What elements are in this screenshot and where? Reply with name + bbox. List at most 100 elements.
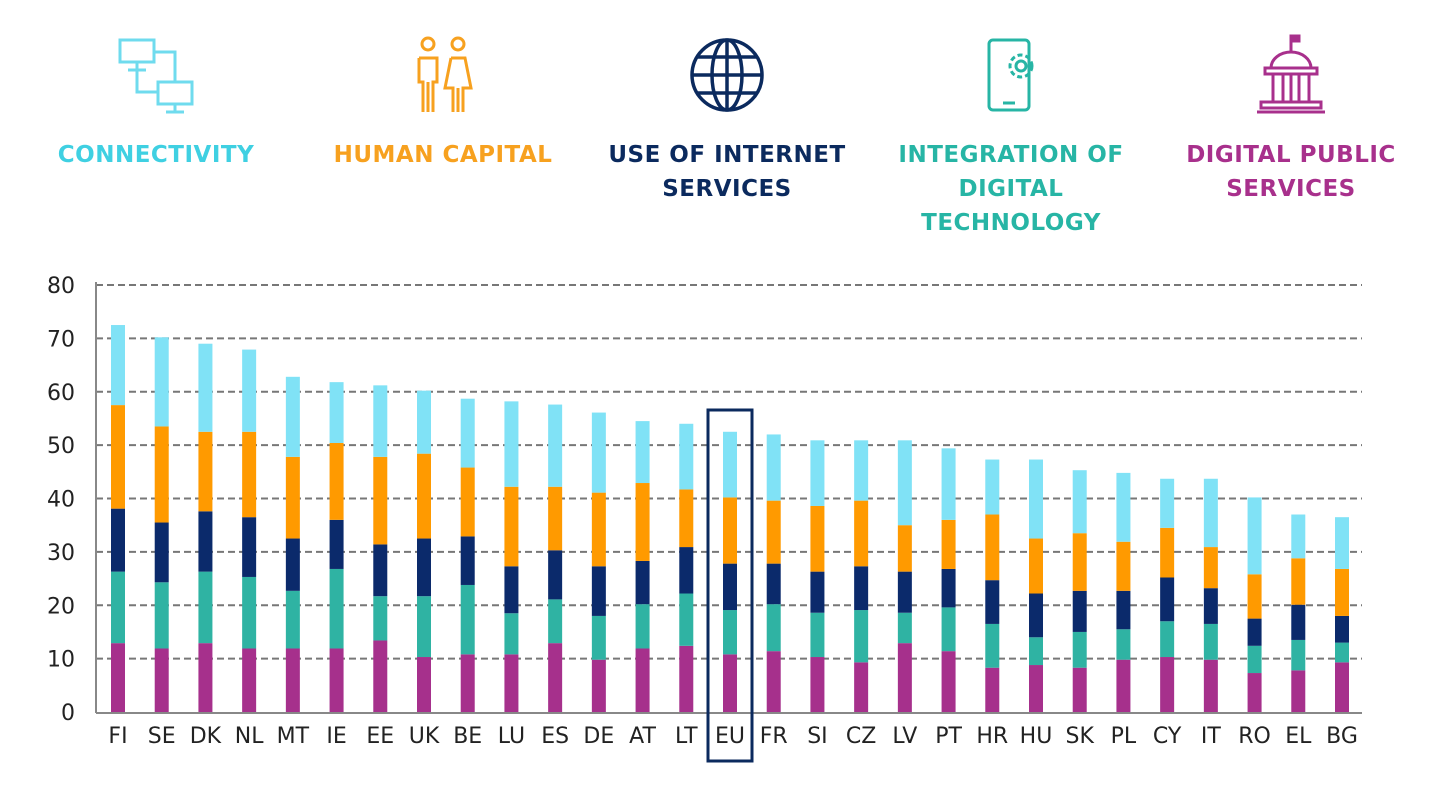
x-tick-label: MT [277,724,310,749]
bar-segment [635,648,650,712]
bar-segment [1160,657,1175,712]
bar-segment [1247,618,1262,646]
x-tick-label: DE [583,724,614,749]
bar-segment [1203,623,1218,660]
bar-segment [417,538,431,597]
bar-segment [1160,621,1175,658]
bar-segment [1203,659,1218,712]
bar-segment [548,486,563,551]
bar-segment [1072,470,1087,534]
bar-segment [723,563,737,611]
legend-label: DIGITAL PUBLIC SERVICES [1161,138,1421,206]
bar-segment [373,456,388,545]
bar-segment [985,623,1000,668]
x-tick-label: AT [629,724,656,749]
bar-segment [417,390,431,454]
bar-segment [198,571,213,644]
bar-segment [723,654,737,712]
x-tick-label: DK [190,724,222,749]
bar-segment [591,615,606,660]
bar-segment [154,426,169,523]
bar-segment [1291,670,1306,712]
legend-label: HUMAN CAPITAL [333,142,553,168]
bar-segment [111,643,125,712]
bar-segment [1247,673,1262,712]
bar-segment [854,610,869,663]
bar-segment [1160,577,1175,622]
legend-label-line: INTEGRATION OF [898,142,1124,168]
x-tick-label: EL [1285,724,1312,749]
bar-segment [460,654,475,712]
bar-segment [198,643,213,712]
bar-segment [897,643,912,712]
x-tick-label: BG [1326,724,1358,749]
bar-segment [766,434,781,501]
bar-segment [679,593,694,646]
bar-segment [460,467,475,537]
bar-segment [854,500,869,567]
x-tick-label: PT [935,724,962,749]
bar-segment [854,566,869,611]
x-tick-label: PL [1111,724,1137,749]
bar-segment [723,431,737,498]
bar-segment [285,456,300,539]
x-tick-label: LV [892,724,917,749]
bar-segment [417,657,431,712]
bar-segment [329,519,344,569]
x-tick-label: IE [326,724,346,749]
bar-segment [941,651,956,712]
bar-segment [941,519,956,569]
bar-segment [1335,615,1349,643]
bar-segment [504,613,519,655]
x-tick-label: NL [235,724,264,749]
bar-segment [373,544,388,597]
bar-segment [1335,517,1349,569]
bar-segment [1029,593,1043,638]
bar-segment [1029,459,1043,539]
bar-segment [1072,590,1087,632]
bar-segment [591,659,606,712]
globe-icon [690,38,764,112]
x-tick-label: ES [541,724,569,749]
legend-label-line: SERVICES [1226,176,1356,202]
bar-segment [854,440,869,501]
bar-segment [329,442,344,520]
bar-segment [679,423,694,490]
legend-label-line: DIGITAL TECHNOLOGY [921,176,1101,236]
y-tick-label: 40 [47,488,75,513]
x-tick-label: SI [807,724,827,749]
bar-segment [417,596,431,658]
bar-segment [154,582,169,649]
bar-segment [154,648,169,712]
bar-segment [460,536,475,585]
x-tick-label: BE [453,724,482,749]
bar-segment [766,563,781,605]
legend-label-line: SERVICES [662,176,792,202]
bar-segment [242,431,257,518]
bar-segment [810,612,825,658]
bar-segment [373,385,388,457]
bar-segment [1291,639,1306,671]
bar-segment [285,376,300,457]
bar-segment [1247,645,1262,674]
legend-human-capital: HUMAN CAPITAL [313,30,573,172]
legend-use-of-internet: USE OF INTERNET SERVICES [597,30,857,206]
bar-segment [1072,533,1087,591]
y-tick-label: 30 [47,541,75,566]
computers-network-icon [118,38,194,114]
bar-segment [1072,631,1087,668]
bar-segment [897,525,912,572]
bar-segment [111,508,125,572]
bar-segment [1291,604,1306,640]
bar-segment [1116,541,1131,591]
bar-segment [1116,659,1131,712]
bar-segment [985,459,1000,515]
bar-segment [635,483,650,561]
bar-segment [417,453,431,539]
bar-segment [111,325,125,406]
bar-segment [154,522,169,583]
bar-segment [1335,568,1349,616]
bar-segment [198,511,213,572]
bar-segment [941,607,956,652]
bar-segment [285,648,300,712]
